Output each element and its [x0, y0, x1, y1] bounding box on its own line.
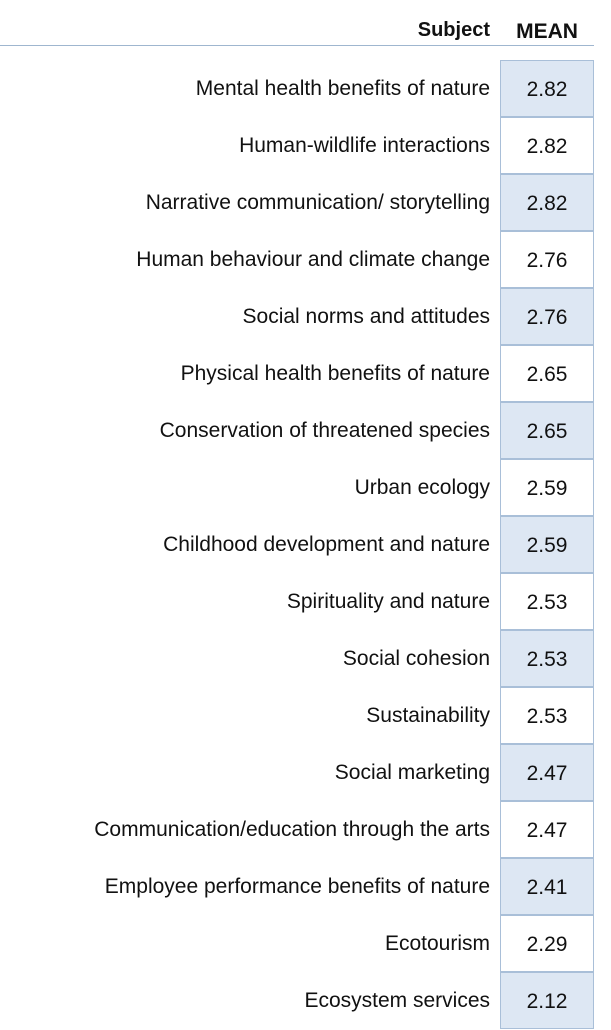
- row-mean: 2.12: [500, 972, 594, 1029]
- table-row: Social marketing 2.47: [0, 744, 611, 801]
- row-mean: 2.65: [500, 345, 594, 402]
- table-row: Employee performance benefits of nature 2…: [0, 858, 611, 915]
- row-mean: 2.47: [500, 801, 594, 858]
- table-row: Narrative communication/ storytelling 2.8…: [0, 174, 611, 231]
- row-subject: Spirituality and nature: [286, 590, 490, 613]
- table-row: Ecotourism 2.29: [0, 915, 611, 972]
- row-subject: Urban ecology: [354, 476, 490, 499]
- row-subject: Communication/education through the arts: [94, 818, 490, 841]
- row-subject: Human behaviour and climate change: [136, 248, 490, 271]
- header-mean: MEAN: [516, 20, 578, 43]
- row-mean: 2.76: [500, 288, 594, 345]
- table-row: Social cohesion 2.53: [0, 630, 611, 687]
- row-mean: 2.29: [500, 915, 594, 972]
- table-row: Human behaviour and climate change 2.76: [0, 231, 611, 288]
- table-row: Human-wildlife interactions 2.82: [0, 117, 611, 174]
- row-mean: 2.53: [500, 630, 594, 687]
- row-mean: 2.65: [500, 402, 594, 459]
- row-mean: 2.41: [500, 858, 594, 915]
- table-row: Social norms and attitudes 2.76: [0, 288, 611, 345]
- header-subject: Subject: [417, 19, 490, 41]
- table-row: Physical health benefits of nature 2.65: [0, 345, 611, 402]
- row-subject: Ecotourism: [384, 932, 490, 955]
- table-row: Conservation of threatened species 2.65: [0, 402, 611, 459]
- row-subject: Narrative communication/ storytelling: [145, 191, 490, 214]
- table-row: Spirituality and nature 2.53: [0, 573, 611, 630]
- row-mean: 2.53: [500, 573, 594, 630]
- row-subject: Conservation of threatened species: [159, 419, 490, 442]
- row-subject: Childhood development and nature: [163, 533, 490, 556]
- row-subject: Mental health benefits of nature: [195, 77, 490, 100]
- row-subject: Social norms and attitudes: [242, 305, 490, 328]
- table-row: Communication/education through the arts…: [0, 801, 611, 858]
- table-row: Sustainability 2.53: [0, 687, 611, 744]
- row-mean: 2.82: [500, 117, 594, 174]
- row-subject: Employee performance benefits of nature: [104, 875, 490, 898]
- row-subject: Human-wildlife interactions: [239, 134, 490, 157]
- row-mean: 2.76: [500, 231, 594, 288]
- row-mean: 2.82: [500, 174, 594, 231]
- row-mean: 2.82: [500, 60, 594, 117]
- table-row: Mental health benefits of nature 2.82: [0, 60, 611, 117]
- row-subject: Physical health benefits of nature: [180, 362, 490, 385]
- row-mean: 2.59: [500, 459, 594, 516]
- row-mean: 2.59: [500, 516, 594, 573]
- row-subject: Sustainability: [366, 704, 490, 727]
- row-subject: Social cohesion: [342, 647, 490, 670]
- row-mean: 2.47: [500, 744, 594, 801]
- mean-table: Mental health benefits of nature 2.82 Huma…: [0, 60, 611, 1029]
- row-subject: Ecosystem services: [304, 989, 490, 1012]
- table-row: Urban ecology 2.59: [0, 459, 611, 516]
- table-row: Ecosystem services 2.12: [0, 972, 611, 1029]
- row-mean: 2.53: [500, 687, 594, 744]
- row-subject: Social marketing: [334, 761, 490, 784]
- header-rule: [0, 45, 594, 46]
- table-row: Childhood development and nature 2.59: [0, 516, 611, 573]
